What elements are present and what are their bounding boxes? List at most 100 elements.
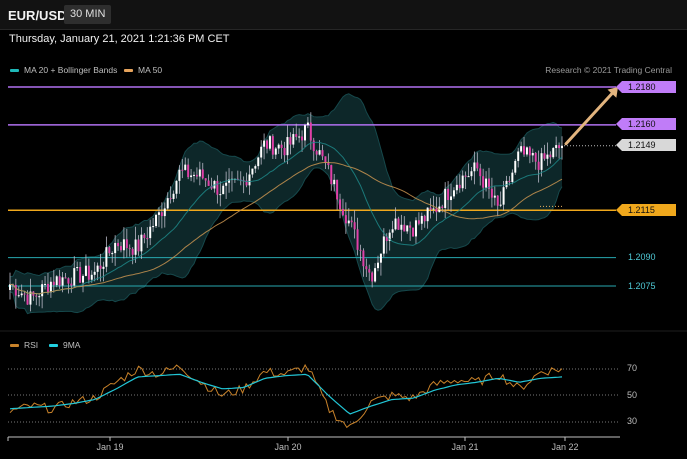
legend-ma20-label: MA 20 + Bollinger Bands <box>24 65 118 75</box>
candle-body <box>417 220 420 224</box>
candle-body <box>14 285 17 296</box>
candle-body <box>482 176 485 188</box>
candle-body <box>306 122 309 126</box>
rsi-tick-50: 50 <box>627 390 638 400</box>
candle-body <box>301 136 304 141</box>
candle-body <box>67 278 70 284</box>
candle-body <box>245 180 248 186</box>
candle-body <box>55 276 58 286</box>
candle-body <box>496 195 499 206</box>
candle-body <box>38 296 41 298</box>
candle-body <box>204 178 207 181</box>
candle-body <box>400 224 403 230</box>
candle-body <box>286 137 289 156</box>
candle-body <box>225 182 228 186</box>
candle-body <box>251 168 254 175</box>
candle-body <box>382 236 385 254</box>
candle-body <box>64 277 67 279</box>
candle-body <box>181 169 184 171</box>
candle-body <box>327 163 330 166</box>
candle-body <box>341 208 344 216</box>
candle-body <box>49 281 52 293</box>
candle-body <box>119 246 122 251</box>
candle-body <box>169 198 172 200</box>
candle-body <box>257 157 260 167</box>
candle-body <box>309 122 312 141</box>
candle-body <box>263 140 266 147</box>
ma50-swatch <box>124 69 133 73</box>
candle-body <box>546 154 549 159</box>
candle-body <box>470 171 473 177</box>
candle-body <box>152 226 155 228</box>
candle-body <box>525 147 528 155</box>
candle-body <box>283 147 286 156</box>
interval-selector[interactable]: 30 MIN <box>64 5 112 24</box>
candle-body <box>236 178 239 180</box>
candle-body <box>388 232 391 241</box>
x-tick-jan20: Jan 20 <box>274 442 302 452</box>
rsi-tick-70: 70 <box>627 363 638 373</box>
candle-body <box>160 212 163 217</box>
candle-body <box>96 265 99 272</box>
candle-body <box>485 178 488 188</box>
tag-pointer-3 <box>616 139 622 151</box>
candle-body <box>277 144 280 149</box>
candle-body <box>29 291 32 305</box>
candle-body <box>490 188 493 198</box>
candle-body <box>493 195 496 198</box>
tag-pointer-2 <box>616 118 622 130</box>
candle-body <box>134 239 137 255</box>
candle-body <box>543 153 546 159</box>
candle-body <box>163 208 166 217</box>
candle-body <box>271 136 274 155</box>
candle-body <box>520 146 523 152</box>
rsi-panel <box>8 363 620 429</box>
tag-pointer-1 <box>616 81 622 93</box>
candle-body <box>312 140 315 152</box>
candle-body <box>303 125 306 141</box>
candle-body <box>26 294 29 305</box>
legend-ma50: MA 50 <box>124 65 162 75</box>
candle-body <box>140 234 143 252</box>
candle-body <box>391 229 394 233</box>
ma20-line <box>9 141 563 295</box>
candle-body <box>122 239 125 251</box>
candle-body <box>455 184 458 191</box>
candle-body <box>540 153 543 170</box>
candle-body <box>397 218 400 230</box>
candle-body <box>172 193 175 199</box>
candle-body <box>333 179 336 185</box>
research-credit: Research © 2021 Trading Central <box>545 65 672 75</box>
candle-body <box>143 234 146 239</box>
candle-body <box>467 176 470 178</box>
rsi-line <box>9 363 563 429</box>
symbol-label: EUR/USD <box>8 8 67 23</box>
candle-body <box>90 274 93 280</box>
candle-body <box>187 164 190 178</box>
candle-body <box>20 293 23 296</box>
price-label-2075: 1.2075 <box>628 281 656 291</box>
x-tick-jan21: Jan 21 <box>451 442 479 452</box>
candle-body <box>17 295 20 297</box>
candle-body <box>508 180 511 183</box>
candle-body <box>432 208 435 210</box>
price-tag-1-2180: 1.2180 <box>622 81 676 93</box>
candle-body <box>178 169 181 181</box>
candle-body <box>219 194 222 196</box>
candle-body <box>248 174 251 186</box>
candle-body <box>403 224 406 232</box>
rsi-9ma-line <box>9 373 563 415</box>
bollinger-band <box>10 93 562 314</box>
candle-body <box>44 283 47 285</box>
candle-body <box>534 153 537 162</box>
legend-ma50-label: MA 50 <box>138 65 163 75</box>
candle-body <box>409 225 412 228</box>
candle-body <box>70 283 73 286</box>
candle-body <box>87 265 90 280</box>
candle-body <box>117 242 120 247</box>
candle-body <box>298 136 301 138</box>
candle-body <box>268 136 271 149</box>
candle-body <box>93 271 96 275</box>
projection-arrow <box>564 87 618 146</box>
